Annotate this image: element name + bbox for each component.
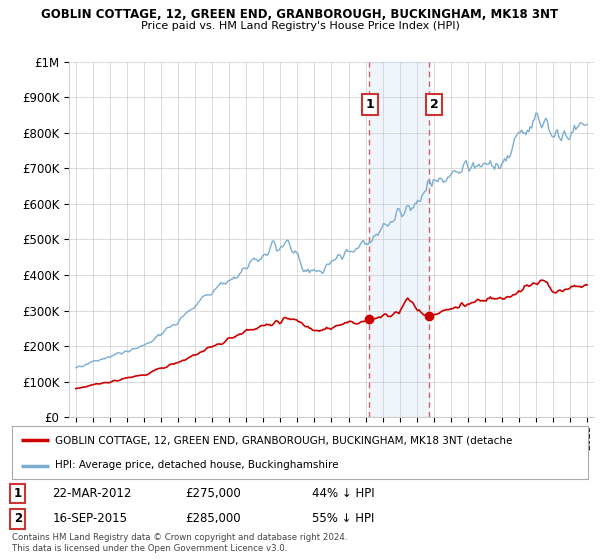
Text: 16-SEP-2015: 16-SEP-2015 bbox=[52, 512, 127, 525]
Text: 1: 1 bbox=[366, 98, 374, 111]
Text: 22-MAR-2012: 22-MAR-2012 bbox=[52, 487, 131, 500]
Text: Contains HM Land Registry data © Crown copyright and database right 2024.
This d: Contains HM Land Registry data © Crown c… bbox=[12, 533, 347, 553]
Text: 55% ↓ HPI: 55% ↓ HPI bbox=[311, 512, 374, 525]
Text: 2: 2 bbox=[430, 98, 439, 111]
Text: £275,000: £275,000 bbox=[185, 487, 241, 500]
Text: 1: 1 bbox=[14, 487, 22, 500]
Text: Price paid vs. HM Land Registry's House Price Index (HPI): Price paid vs. HM Land Registry's House … bbox=[140, 21, 460, 31]
Text: 44% ↓ HPI: 44% ↓ HPI bbox=[311, 487, 374, 500]
Text: £285,000: £285,000 bbox=[185, 512, 241, 525]
Text: HPI: Average price, detached house, Buckinghamshire: HPI: Average price, detached house, Buck… bbox=[55, 460, 338, 470]
Text: GOBLIN COTTAGE, 12, GREEN END, GRANBOROUGH, BUCKINGHAM, MK18 3NT (detache: GOBLIN COTTAGE, 12, GREEN END, GRANBOROU… bbox=[55, 436, 512, 446]
Text: 2: 2 bbox=[14, 512, 22, 525]
Bar bbox=[370, 62, 429, 417]
Text: GOBLIN COTTAGE, 12, GREEN END, GRANBOROUGH, BUCKINGHAM, MK18 3NT: GOBLIN COTTAGE, 12, GREEN END, GRANBOROU… bbox=[41, 8, 559, 21]
